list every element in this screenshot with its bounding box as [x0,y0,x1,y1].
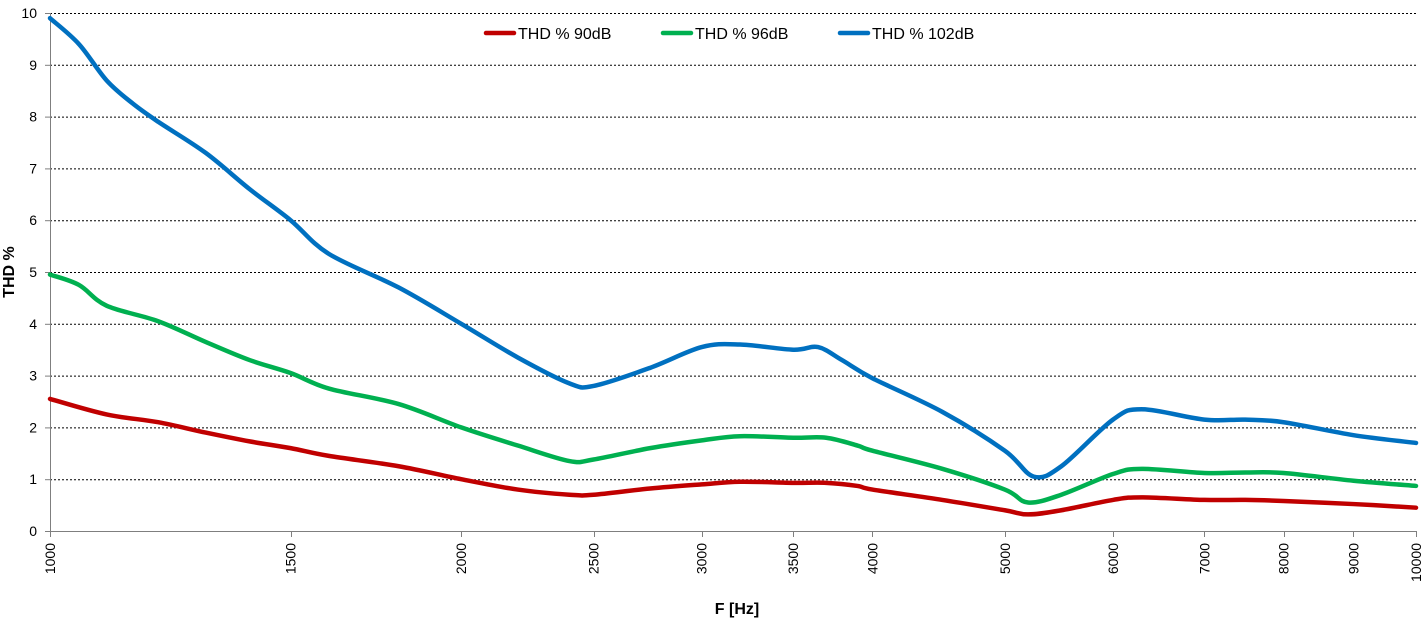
series-lines [47,15,1419,517]
y-tick-label: 9 [29,57,37,73]
x-tick-label: 6000 [1105,543,1121,574]
y-tick-label: 4 [29,316,37,332]
y-tick-label: 0 [29,523,37,539]
y-tick-label: 8 [29,109,37,125]
x-tick-label: 10000 [1408,543,1424,582]
x-tick-label: 7000 [1196,543,1212,574]
series-line-2 [47,272,1419,505]
x-tick-label: 1500 [283,543,299,574]
x-tick-label: 9000 [1345,543,1361,574]
y-tick-label: 7 [29,160,37,176]
legend-label: THD % 90dB [518,26,611,43]
y-tick-labels: 0 1 2 3 4 5 6 7 8 9 10 [21,5,37,539]
x-tick-label: 3500 [785,543,801,574]
series-line-1 [47,396,1419,517]
axes [45,13,1417,537]
y-tick-label: 3 [29,368,37,384]
x-tick-label: 4000 [864,543,880,574]
y-tick-label: 5 [29,264,37,280]
x-tick-label: 5000 [997,543,1013,574]
legend: THD % 90dB THD % 96dB THD % 102dB [483,26,974,43]
x-axis-title: F [Hz] [715,601,759,618]
grid-lines [50,13,1416,532]
x-tick-labels: 1000 1500 2000 2500 3000 3500 4000 5000 6000 7000… [42,543,1424,582]
y-tick-label: 1 [29,471,37,487]
x-tick-label: 2500 [586,543,602,574]
y-axis-title: THD % [1,246,18,298]
legend-label: THD % 96dB [695,26,788,43]
legend-label: THD % 102dB [872,26,974,43]
x-tick-label: 3000 [694,543,710,574]
series-line-3 [47,15,1419,480]
x-tick-label: 1000 [42,543,58,574]
x-tick-label: 8000 [1276,543,1292,574]
x-tick-label: 2000 [453,543,469,574]
y-tick-label: 6 [29,212,37,228]
y-tick-label: 10 [21,5,37,21]
y-tick-label: 2 [29,419,37,435]
